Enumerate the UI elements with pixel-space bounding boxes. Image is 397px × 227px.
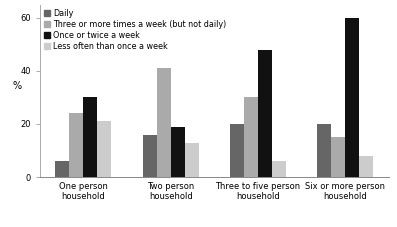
Bar xyxy=(272,161,286,177)
Bar xyxy=(230,124,244,177)
Bar xyxy=(359,156,373,177)
Bar xyxy=(69,113,83,177)
Legend: Daily, Three or more times a week (but not daily), Once or twice a week, Less of: Daily, Three or more times a week (but n… xyxy=(44,9,227,51)
Bar xyxy=(185,143,198,177)
Bar xyxy=(83,97,97,177)
Bar xyxy=(345,18,359,177)
Bar xyxy=(97,121,111,177)
Y-axis label: %: % xyxy=(13,81,22,91)
Bar xyxy=(331,137,345,177)
Bar xyxy=(258,50,272,177)
Bar xyxy=(244,97,258,177)
Bar xyxy=(143,135,157,177)
Bar xyxy=(56,161,69,177)
Bar xyxy=(171,127,185,177)
Bar xyxy=(157,68,171,177)
Bar xyxy=(318,124,331,177)
